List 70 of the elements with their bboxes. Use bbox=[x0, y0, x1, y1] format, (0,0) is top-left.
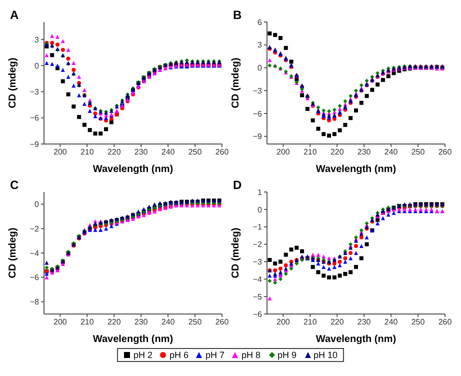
y-tick-label: −2 bbox=[252, 240, 263, 250]
y-tick-label: −6 bbox=[252, 109, 263, 118]
x-axis-title: Wavelength (nm) bbox=[316, 164, 396, 175]
x-tick-label: 200 bbox=[276, 148, 290, 157]
x-tick-label: 240 bbox=[384, 148, 398, 157]
x-tick-label: 200 bbox=[54, 318, 68, 327]
x-tick-label: 200 bbox=[54, 148, 68, 157]
x-tick-label: 210 bbox=[80, 318, 94, 327]
y-tick-label: −6 bbox=[30, 114, 40, 123]
x-tick-label: 210 bbox=[80, 148, 94, 157]
x-axis-title: Wavelength (nm) bbox=[92, 164, 174, 175]
y-tick-label: −3 bbox=[30, 88, 40, 97]
x-tick-label: 220 bbox=[107, 148, 122, 157]
y-tick-label: −6 bbox=[30, 273, 40, 282]
y-tick-label: −9 bbox=[252, 132, 263, 142]
x-tick-label: 240 bbox=[161, 148, 176, 157]
chart-title: A bbox=[10, 8, 19, 22]
y-tick-label: −3 bbox=[252, 86, 263, 96]
x-tick-label: 250 bbox=[188, 318, 202, 327]
y-tick-label: 0 bbox=[258, 64, 263, 73]
y-tick-label: 3 bbox=[34, 35, 40, 44]
x-tick-label: 230 bbox=[134, 318, 148, 327]
x-tick-label: 230 bbox=[357, 318, 372, 327]
legend-label: pH 10 bbox=[312, 350, 338, 360]
y-tick-label: 0 bbox=[34, 61, 40, 70]
x-tick-label: 220 bbox=[330, 318, 344, 327]
y-axis-title: CD (mdeg) bbox=[230, 228, 242, 278]
chart-title: D bbox=[233, 178, 242, 192]
y-tick-label: −9 bbox=[30, 140, 40, 149]
y-tick-label: 0 bbox=[34, 200, 40, 210]
y-tick-label: 0 bbox=[258, 205, 263, 214]
y-axis-title: CD (mdeg) bbox=[8, 58, 19, 108]
x-tick-label: 210 bbox=[303, 318, 318, 327]
x-tick-label: 250 bbox=[411, 148, 426, 157]
y-tick-label: −1 bbox=[252, 222, 263, 232]
y-tick-label: −6 bbox=[252, 310, 263, 319]
legend-label: pH 2 bbox=[132, 350, 152, 360]
x-axis-title: Wavelength (nm) bbox=[316, 334, 396, 345]
y-tick-label: −8 bbox=[30, 298, 40, 307]
y-tick-label: 6 bbox=[258, 18, 263, 27]
chart-title: B bbox=[233, 8, 242, 22]
x-tick-label: 260 bbox=[215, 148, 230, 157]
x-tick-label: 240 bbox=[384, 318, 398, 327]
legend-label: pH 9 bbox=[276, 350, 297, 360]
x-tick-label: 230 bbox=[357, 148, 372, 157]
x-tick-label: 220 bbox=[330, 148, 344, 157]
y-tick-label: 3 bbox=[258, 40, 263, 50]
x-tick-label: 250 bbox=[188, 148, 202, 157]
chart-title: C bbox=[10, 178, 19, 192]
y-tick-label: −2 bbox=[30, 224, 40, 234]
x-tick-label: 210 bbox=[303, 148, 318, 157]
x-tick-label: 260 bbox=[438, 148, 452, 157]
legend-label: pH 8 bbox=[240, 350, 260, 360]
x-tick-label: 250 bbox=[411, 318, 426, 327]
y-axis-title: CD (mdeg) bbox=[230, 58, 242, 108]
x-axis-title: Wavelength (nm) bbox=[92, 334, 174, 345]
legend-label: pH 6 bbox=[168, 350, 188, 360]
x-tick-label: 260 bbox=[215, 318, 230, 327]
y-axis-title: CD (mdeg) bbox=[8, 228, 19, 278]
y-tick-label: −4 bbox=[252, 274, 263, 284]
x-tick-label: 230 bbox=[134, 148, 148, 157]
x-tick-label: 260 bbox=[438, 318, 452, 327]
y-tick-label: −4 bbox=[30, 248, 40, 258]
x-tick-label: 220 bbox=[107, 318, 122, 327]
y-tick-label: −3 bbox=[252, 258, 263, 267]
y-tick-label: 1 bbox=[258, 188, 263, 197]
x-tick-label: 240 bbox=[161, 318, 176, 327]
y-tick-label: −5 bbox=[252, 292, 263, 302]
x-tick-label: 200 bbox=[276, 318, 290, 327]
legend-label: pH 7 bbox=[204, 350, 224, 360]
